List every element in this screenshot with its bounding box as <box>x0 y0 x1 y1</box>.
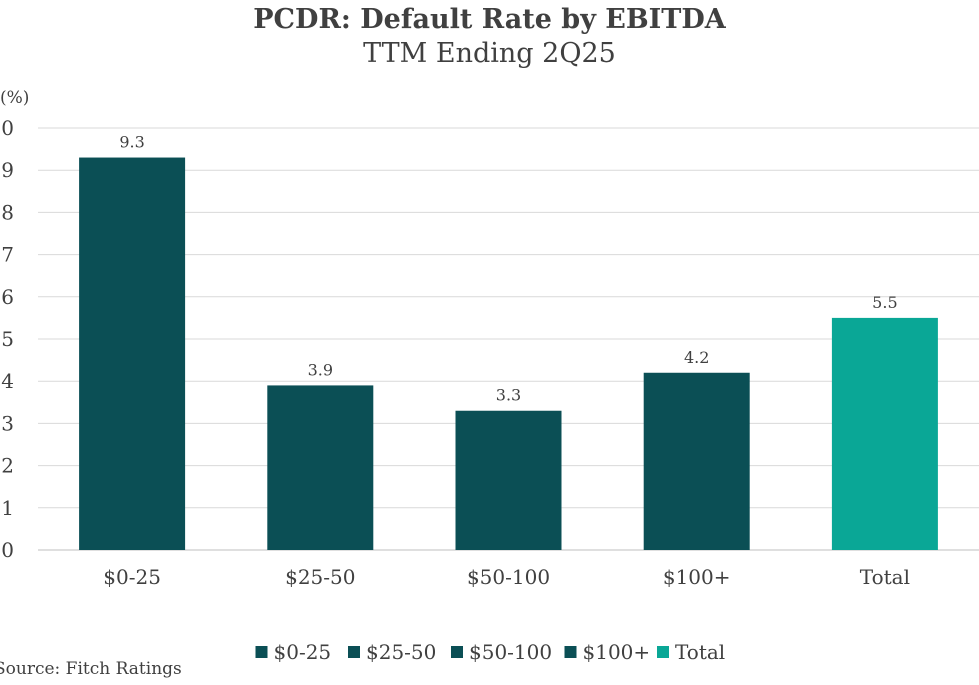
y-tick-label: 10 <box>0 116 14 140</box>
legend-label: $25-50 <box>366 640 436 664</box>
bar-4 <box>831 317 938 550</box>
legend-swatch <box>657 646 669 658</box>
data-label: 4.2 <box>684 348 709 367</box>
data-labels: 9.3 3.9 3.3 4.2 5.5 <box>119 133 897 405</box>
x-tick-label: $25-50 <box>285 565 355 589</box>
y-tick-label: 4 <box>1 369 14 393</box>
bar-2 <box>455 410 562 550</box>
x-tick-label: $100+ <box>663 565 731 589</box>
y-axis-label: (%) <box>0 88 29 108</box>
gridlines <box>38 127 979 551</box>
y-tick-label: 9 <box>1 158 14 182</box>
legend-swatch <box>451 646 463 658</box>
bar-0 <box>79 157 186 551</box>
legend-label: $100+ <box>583 640 651 664</box>
y-tick-label: 8 <box>1 200 14 224</box>
legend: $0-25 $25-50 $50-100 $100+ Total <box>255 640 725 664</box>
bar-1 <box>267 385 374 550</box>
bar-3 <box>643 372 750 550</box>
y-tick-label: 1 <box>1 496 14 520</box>
source-note: Source: Fitch Ratings <box>0 659 182 679</box>
bars <box>79 157 938 551</box>
data-label: 3.3 <box>496 386 521 405</box>
legend-label: Total <box>675 640 725 664</box>
y-tick-label: 7 <box>1 243 14 267</box>
y-tick-label: 2 <box>1 454 14 478</box>
legend-swatch <box>564 646 577 658</box>
y-tick-label: 0 <box>1 538 14 562</box>
chart-title: PCDR: Default Rate by EBITDA <box>253 4 726 35</box>
x-tick-label: Total <box>860 565 910 589</box>
legend-swatch <box>348 646 360 658</box>
y-tick-label: 3 <box>1 411 14 435</box>
legend-label: $0-25 <box>274 640 332 664</box>
chart-subtitle: TTM Ending 2Q25 <box>363 38 616 69</box>
data-label: 5.5 <box>872 293 897 312</box>
y-axis-ticks: 0 1 2 3 4 5 6 7 8 9 10 <box>0 116 14 562</box>
legend-label: $50-100 <box>469 640 552 664</box>
legend-swatch <box>255 646 268 658</box>
data-label: 3.9 <box>308 360 333 379</box>
y-tick-label: 5 <box>1 327 14 351</box>
x-tick-label: $0-25 <box>103 565 161 589</box>
y-tick-label: 6 <box>1 285 14 309</box>
data-label: 9.3 <box>119 133 144 152</box>
x-axis-ticks: $0-25 $25-50 $50-100 $100+ Total <box>103 565 910 589</box>
x-tick-label: $50-100 <box>467 565 550 589</box>
